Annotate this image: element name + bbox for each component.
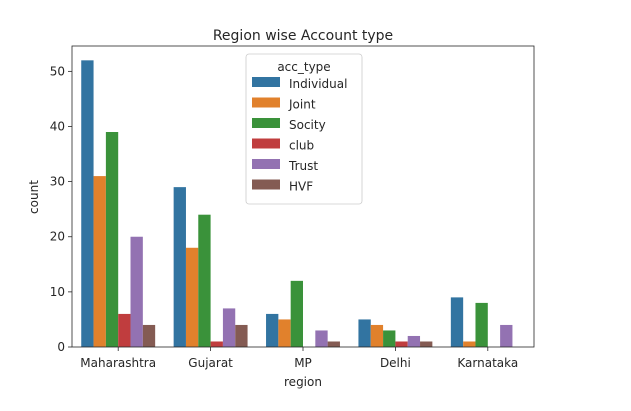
legend-label-club: club	[289, 139, 314, 153]
bars-group	[81, 60, 513, 347]
bar-individual-gujarat	[173, 187, 186, 347]
legend-swatch-socity	[252, 118, 280, 128]
y-tick-label: 40	[50, 119, 65, 133]
x-tick-label-karnataka: Karnataka	[457, 356, 518, 370]
legend-swatch-joint	[252, 97, 280, 108]
legend-swatch-trust	[252, 159, 280, 169]
bar-individual-mp	[266, 313, 279, 347]
bar-joint-karnataka	[463, 341, 476, 347]
x-tick-label-gujarat: Gujarat	[188, 356, 233, 370]
legend-label-individual: Individual	[289, 77, 347, 91]
bar-socity-karnataka	[475, 302, 488, 347]
bar-joint-mp	[278, 319, 291, 347]
chart-title: Region wise Account type	[213, 28, 393, 44]
legend: acc_type Individual Joint Socity club Trust H…	[245, 53, 363, 205]
y-tick-label: 0	[57, 340, 65, 354]
legend-swatch-club	[252, 138, 280, 149]
bar-hvf-maharashtra	[142, 324, 156, 347]
bar-hvf-mp	[327, 341, 340, 347]
legend-swatch-individual	[252, 77, 280, 87]
bar-individual-karnataka	[450, 297, 464, 347]
legend-label-socity: Socity	[289, 118, 326, 132]
legend-swatch-hvf	[252, 179, 280, 190]
bar-socity-maharashtra	[105, 132, 119, 347]
bar-trust-karnataka	[500, 324, 513, 347]
y-tick-label: 10	[50, 285, 65, 299]
y-axis-label: count	[27, 180, 41, 214]
bar-individual-maharashtra	[81, 60, 94, 347]
y-axis: 0 10 20 30 40 50	[50, 64, 72, 354]
bar-club-gujarat	[210, 341, 223, 347]
bar-trust-gujarat	[222, 308, 236, 347]
legend-label-trust: Trust	[288, 159, 318, 173]
bar-hvf-gujarat	[235, 324, 248, 347]
legend-label-hvf: HVF	[289, 180, 313, 194]
bar-socity-mp	[290, 280, 303, 347]
bar-trust-maharashtra	[130, 236, 143, 347]
bar-socity-delhi	[383, 330, 396, 347]
bar-club-delhi	[395, 341, 408, 347]
bar-hvf-delhi	[420, 341, 433, 347]
x-tick-label-delhi: Delhi	[380, 356, 411, 370]
y-tick-label: 50	[50, 64, 65, 78]
bar-individual-delhi	[358, 319, 371, 347]
legend-label-joint: Joint	[288, 98, 316, 112]
legend-title: acc_type	[277, 60, 330, 74]
x-tick-label-maharashtra: Maharashtra	[80, 356, 156, 370]
bar-joint-maharashtra	[93, 176, 106, 347]
y-tick-label: 20	[50, 230, 65, 244]
bar-joint-delhi	[370, 324, 384, 347]
x-tick-label-mp: MP	[294, 356, 312, 370]
bar-trust-mp	[315, 330, 328, 347]
bar-club-maharashtra	[118, 313, 131, 347]
x-axis-label: region	[284, 375, 322, 389]
bar-joint-gujarat	[185, 247, 199, 347]
legend-items: Individual Joint Socity club Trust HVF	[252, 77, 347, 194]
bar-trust-delhi	[407, 335, 421, 347]
y-tick-label: 30	[50, 175, 65, 189]
x-axis: Maharashtra Gujarat MP Delhi Karnataka	[80, 347, 518, 370]
bar-socity-gujarat	[198, 214, 211, 347]
